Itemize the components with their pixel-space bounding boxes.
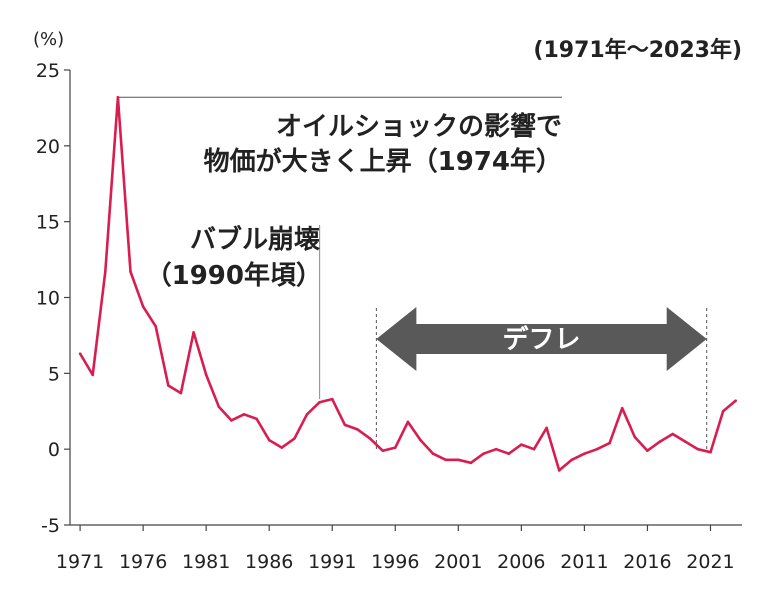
bubble-label-line1: バブル崩壊 [190,224,320,255]
data-point-1993 [356,428,359,431]
data-point-1982 [217,405,221,409]
data-point-2005 [507,452,511,456]
data-point-1999 [431,452,435,456]
data-point-2013 [608,441,611,445]
data-point-1990 [318,400,321,404]
data-point-2001 [457,458,460,462]
data-point-1987 [280,446,284,449]
data-point-1997 [406,420,410,424]
x-tick-label: 1986 [245,551,293,573]
data-point-1995 [381,449,384,452]
x-tick-label: 1976 [119,551,167,573]
x-tick-label: 1981 [182,551,230,573]
y-tick-label: 10 [36,288,60,310]
data-point-2021 [709,450,712,454]
y-ticks: -5 0 5 10 15 20 25 [36,60,70,537]
data-point-2022 [721,409,725,413]
data-point-2014 [620,406,624,410]
data-point-2003 [482,452,485,456]
deflation-double-arrow [376,307,707,371]
x-tick-label: 2001 [434,551,482,573]
bubble-label-line2: （1990年頃） [146,260,322,291]
data-point-1985 [255,417,258,421]
data-point-1988 [293,437,296,440]
data-point-2015 [633,435,637,439]
data-point-2010 [570,458,574,462]
data-point-1981 [204,373,208,377]
data-point-2008 [545,426,548,430]
data-points [78,96,737,472]
y-tick-label: 20 [36,136,60,158]
data-point-1976 [141,305,145,308]
data-point-1984 [242,412,246,416]
oil-shock-label-line2: 物価が大きく上昇（1974年） [204,146,562,177]
data-point-2017 [658,440,662,443]
data-point-2006 [520,443,523,446]
data-point-2016 [646,449,649,452]
y-tick-label: 5 [48,363,60,385]
data-point-1972 [91,373,94,377]
data-point-2018 [671,432,674,436]
data-point-2002 [469,461,473,465]
x-tick-label: 2021 [686,551,734,573]
y-tick-label: 25 [36,60,60,82]
y-tick-label: -5 [41,515,60,537]
x-tick-label: 2016 [623,551,671,573]
data-point-1973 [104,270,107,274]
annotation-oil-shock: オイルショックの影響で 物価が大きく上昇（1974年） [117,96,562,177]
data-point-1986 [267,438,271,442]
data-point-1971 [78,352,82,355]
data-point-1980 [192,331,195,334]
data-point-1991 [330,397,334,401]
data-point-2023 [734,399,737,402]
y-axis-label: (%) [33,29,64,50]
data-point-1994 [368,437,372,440]
data-point-1992 [343,423,347,427]
y-tick-label: 15 [36,212,60,234]
data-point-1983 [230,419,233,422]
data-point-1989 [305,412,309,416]
data-point-1975 [129,270,132,274]
data-point-2009 [557,469,561,472]
annotation-deflation: デフレ [375,307,708,450]
data-point-2000 [444,458,448,462]
x-tick-label: 1991 [308,551,356,573]
annotation-bubble-collapse: バブル崩壊 （1990年頃） [146,224,322,400]
data-point-2007 [532,447,536,451]
oil-shock-label-line1: オイルショックの影響で [276,111,562,142]
data-point-1978 [167,384,170,387]
data-point-1977 [154,325,158,328]
data-point-1998 [419,438,422,442]
data-point-1996 [393,446,397,449]
data-point-2019 [683,440,687,443]
data-point-2004 [494,447,498,451]
y-tick-label: 0 [48,439,60,461]
data-point-2012 [595,447,599,451]
x-tick-label: 1971 [56,551,104,573]
x-tick-label: 2006 [497,551,545,573]
x-tick-label: 1996 [371,551,419,573]
x-tick-label: 2011 [560,551,608,573]
data-point-2020 [696,447,700,451]
x-ticks: 1971 1976 1981 1986 1991 1996 2001 2006 2011 2016… [56,525,735,573]
data-point-1974 [116,96,120,99]
deflation-label: デフレ [503,324,581,355]
data-point-2011 [583,452,586,456]
chart-title: (1971年〜2023年) [533,37,742,63]
data-point-1979 [179,391,183,395]
